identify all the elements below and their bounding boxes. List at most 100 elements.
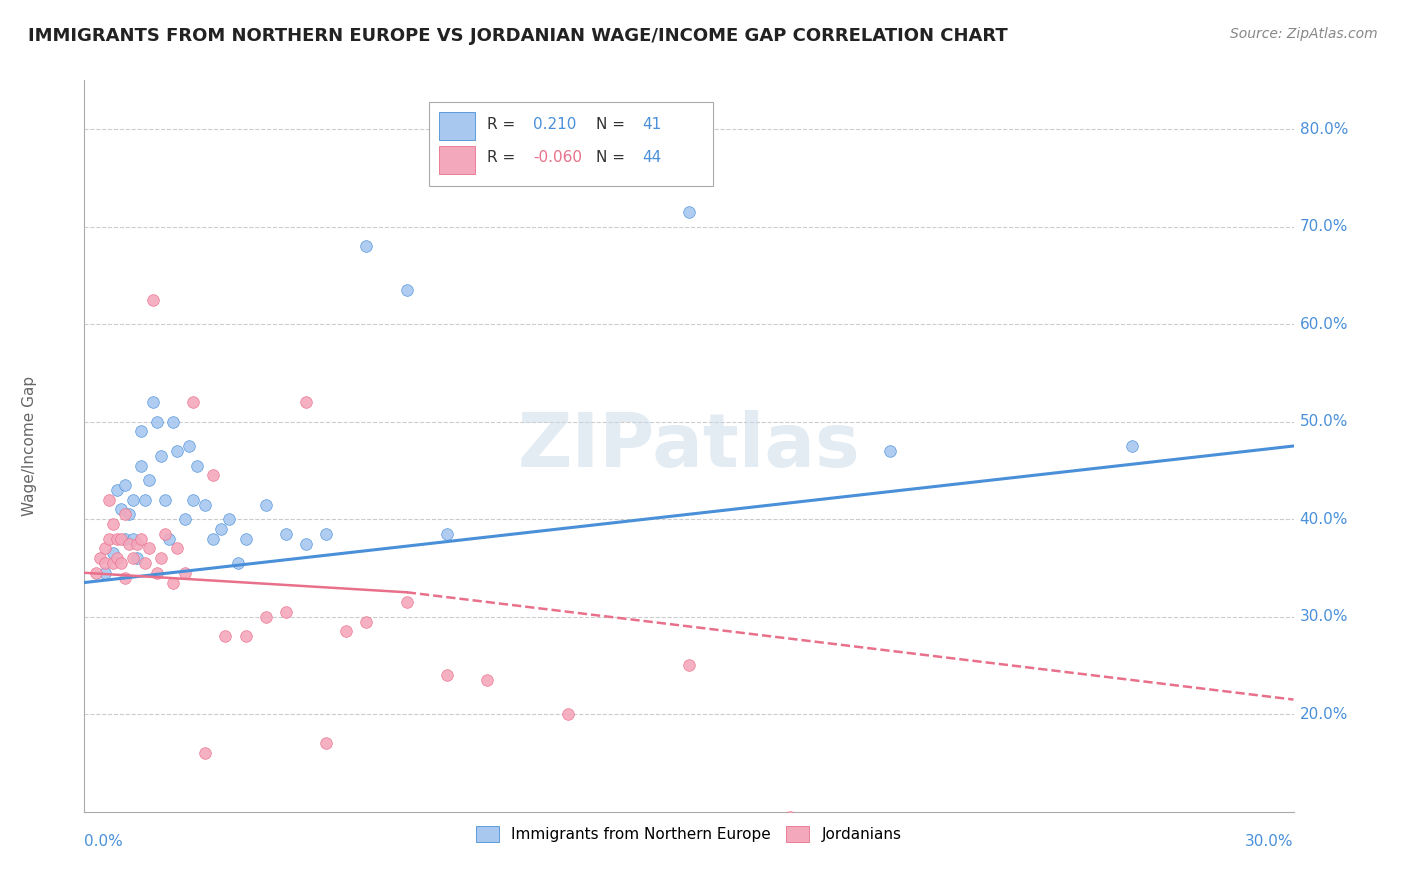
Text: 80.0%: 80.0%	[1299, 121, 1348, 136]
Point	[274, 605, 297, 619]
Point	[121, 532, 143, 546]
Point	[181, 492, 204, 507]
Point	[142, 293, 165, 307]
Point	[125, 551, 148, 566]
Point	[557, 707, 579, 722]
Point	[93, 566, 115, 580]
Point	[315, 526, 337, 541]
Point	[89, 551, 111, 566]
Point	[335, 624, 357, 639]
Point	[153, 526, 176, 541]
Point	[110, 556, 132, 570]
FancyBboxPatch shape	[439, 112, 475, 140]
Text: Wage/Income Gap: Wage/Income Gap	[22, 376, 38, 516]
Point	[114, 532, 136, 546]
Point	[134, 556, 156, 570]
Text: 40.0%: 40.0%	[1299, 512, 1348, 526]
Point	[118, 536, 141, 550]
Point	[356, 615, 378, 629]
Point	[149, 551, 172, 566]
Point	[101, 516, 124, 531]
Point	[678, 205, 700, 219]
Point	[125, 536, 148, 550]
Point	[93, 556, 115, 570]
Point	[174, 566, 197, 580]
Point	[678, 658, 700, 673]
Text: 0.0%: 0.0%	[84, 834, 124, 848]
Text: IMMIGRANTS FROM NORTHERN EUROPE VS JORDANIAN WAGE/INCOME GAP CORRELATION CHART: IMMIGRANTS FROM NORTHERN EUROPE VS JORDA…	[28, 27, 1008, 45]
Point	[166, 443, 188, 458]
Text: 50.0%: 50.0%	[1299, 414, 1348, 429]
Point	[436, 668, 458, 682]
Point	[218, 512, 240, 526]
Point	[274, 526, 297, 541]
Point	[395, 595, 418, 609]
Text: 30.0%: 30.0%	[1299, 609, 1348, 624]
Point	[153, 492, 176, 507]
Point	[879, 443, 901, 458]
Point	[174, 512, 197, 526]
FancyBboxPatch shape	[439, 146, 475, 174]
Text: 44: 44	[641, 151, 661, 165]
Text: 70.0%: 70.0%	[1299, 219, 1348, 234]
Point	[202, 468, 225, 483]
Point	[110, 502, 132, 516]
Point	[134, 492, 156, 507]
Point	[138, 473, 160, 487]
Point	[235, 532, 257, 546]
Point	[436, 526, 458, 541]
Point	[93, 541, 115, 556]
Point	[254, 498, 277, 512]
Point	[166, 541, 188, 556]
Point	[254, 609, 277, 624]
Text: -0.060: -0.060	[533, 151, 582, 165]
Point	[194, 746, 217, 760]
Point	[105, 483, 128, 497]
Point	[114, 571, 136, 585]
Point	[121, 551, 143, 566]
Text: 41: 41	[641, 117, 661, 132]
Text: 60.0%: 60.0%	[1299, 317, 1348, 332]
Point	[162, 575, 184, 590]
Point	[114, 478, 136, 492]
Point	[1121, 439, 1143, 453]
Point	[97, 492, 120, 507]
Point	[110, 532, 132, 546]
Text: N =: N =	[596, 117, 630, 132]
Point	[146, 566, 169, 580]
Point	[295, 536, 318, 550]
Point	[315, 736, 337, 750]
Point	[202, 532, 225, 546]
Point	[138, 541, 160, 556]
Point	[295, 395, 318, 409]
Text: 0.210: 0.210	[533, 117, 576, 132]
Point	[129, 425, 152, 439]
Point	[179, 439, 201, 453]
Point	[214, 629, 236, 643]
Point	[129, 532, 152, 546]
Text: R =: R =	[486, 117, 520, 132]
Point	[105, 532, 128, 546]
Point	[194, 498, 217, 512]
Point	[129, 458, 152, 473]
Point	[186, 458, 208, 473]
Point	[86, 566, 108, 580]
Point	[356, 239, 378, 253]
Point	[162, 415, 184, 429]
Text: Source: ZipAtlas.com: Source: ZipAtlas.com	[1230, 27, 1378, 41]
Point	[226, 556, 249, 570]
Point	[779, 809, 801, 823]
Text: R =: R =	[486, 151, 520, 165]
Legend: Immigrants from Northern Europe, Jordanians: Immigrants from Northern Europe, Jordani…	[470, 820, 908, 848]
Point	[121, 492, 143, 507]
Text: N =: N =	[596, 151, 630, 165]
Point	[114, 508, 136, 522]
Text: 30.0%: 30.0%	[1246, 834, 1294, 848]
Point	[181, 395, 204, 409]
Point	[118, 508, 141, 522]
FancyBboxPatch shape	[429, 103, 713, 186]
Point	[142, 395, 165, 409]
Text: ZIPatlas: ZIPatlas	[517, 409, 860, 483]
Point	[395, 283, 418, 297]
Point	[149, 449, 172, 463]
